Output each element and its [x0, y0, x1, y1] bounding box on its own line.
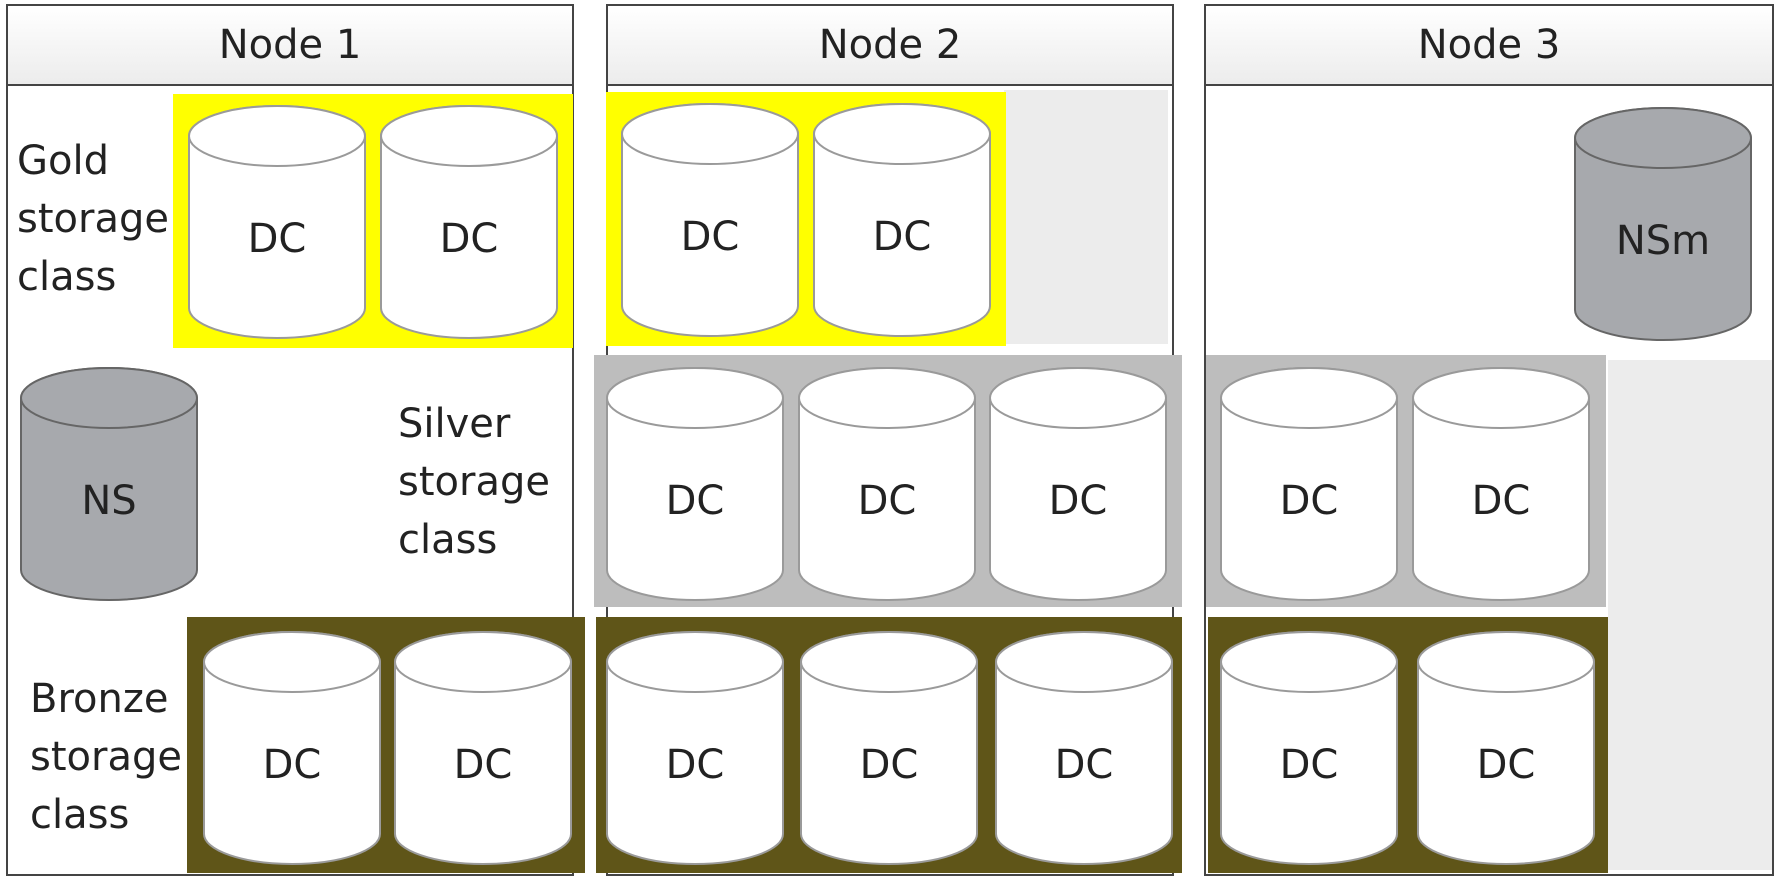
- node-1-ns-disk: NS: [20, 367, 198, 601]
- disk-cylinder-icon: [1220, 367, 1398, 601]
- node-2-shading: [1004, 90, 1168, 344]
- bronze-class-label: Bronze storage class: [30, 676, 182, 838]
- disk-label: DC: [857, 478, 917, 524]
- disk-label: DC: [1476, 742, 1536, 788]
- node-2-silver-dc-3: DC: [989, 367, 1167, 601]
- disk-label: DC: [1279, 742, 1339, 788]
- disk-cylinder-icon: [380, 105, 558, 339]
- disk-label: DC: [872, 214, 932, 260]
- disk-cylinder-icon: [1417, 631, 1595, 865]
- node-3-silver-dc-2: DC: [1412, 367, 1590, 601]
- disk-cylinder-icon: [1220, 631, 1398, 865]
- node-2-gold-dc-2: DC: [813, 103, 991, 337]
- disk-cylinder-icon: [798, 367, 976, 601]
- disk-label: DC: [262, 742, 322, 788]
- disk-label: DC: [859, 742, 919, 788]
- disk-cylinder-icon: [813, 103, 991, 337]
- node-2-bronze-dc-3: DC: [995, 631, 1173, 865]
- disk-cylinder-icon: [203, 631, 381, 865]
- node-1-gold-dc-1: DC: [188, 105, 366, 339]
- node-2-silver-dc-2: DC: [798, 367, 976, 601]
- disk-label: NSm: [1615, 218, 1711, 264]
- disk-cylinder-icon: [1412, 367, 1590, 601]
- disk-label: DC: [1054, 742, 1114, 788]
- node-3-bronze-dc-1: DC: [1220, 631, 1398, 865]
- disk-label: DC: [1048, 478, 1108, 524]
- disk-cylinder-icon: [989, 367, 1167, 601]
- disk-label: DC: [453, 742, 513, 788]
- node-3-header: Node 3: [1206, 6, 1772, 86]
- disk-label: DC: [1279, 478, 1339, 524]
- disk-label: DC: [1471, 478, 1531, 524]
- node-3-title: Node 3: [1417, 22, 1561, 68]
- disk-cylinder-icon: [394, 631, 572, 865]
- disk-cylinder-icon: [606, 367, 784, 601]
- disk-label: DC: [247, 216, 307, 262]
- node-2-gold-dc-1: DC: [621, 103, 799, 337]
- node-1-bronze-dc-1: DC: [203, 631, 381, 865]
- disk-cylinder-icon: [188, 105, 366, 339]
- node-2-silver-dc-1: DC: [606, 367, 784, 601]
- disk-label: DC: [665, 478, 725, 524]
- disk-cylinder-icon: [995, 631, 1173, 865]
- node-1-header: Node 1: [8, 6, 572, 86]
- node-1-gold-dc-2: DC: [380, 105, 558, 339]
- disk-label: DC: [680, 214, 740, 260]
- disk-cylinder-icon: [800, 631, 978, 865]
- node-1-title: Node 1: [218, 22, 362, 68]
- disk-cylinder-icon: [621, 103, 799, 337]
- node-2-bronze-dc-1: DC: [606, 631, 784, 865]
- disk-label: NS: [81, 478, 137, 524]
- database-cylinder-icon: [1574, 107, 1752, 341]
- disk-cylinder-icon: [606, 631, 784, 865]
- node-2-bronze-dc-2: DC: [800, 631, 978, 865]
- gold-class-label: Gold storage class: [17, 138, 169, 300]
- disk-label: DC: [665, 742, 725, 788]
- node-3-shading: [1608, 360, 1772, 870]
- node-3-bronze-dc-2: DC: [1417, 631, 1595, 865]
- node-3-nsm-disk: NSm: [1574, 107, 1752, 341]
- node-2-header: Node 2: [608, 6, 1172, 86]
- node-1-bronze-dc-2: DC: [394, 631, 572, 865]
- disk-label: DC: [439, 216, 499, 262]
- node-3-silver-dc-1: DC: [1220, 367, 1398, 601]
- node-2-title: Node 2: [818, 22, 962, 68]
- silver-class-label: Silver storage class: [398, 401, 550, 563]
- database-cylinder-icon: [20, 367, 198, 601]
